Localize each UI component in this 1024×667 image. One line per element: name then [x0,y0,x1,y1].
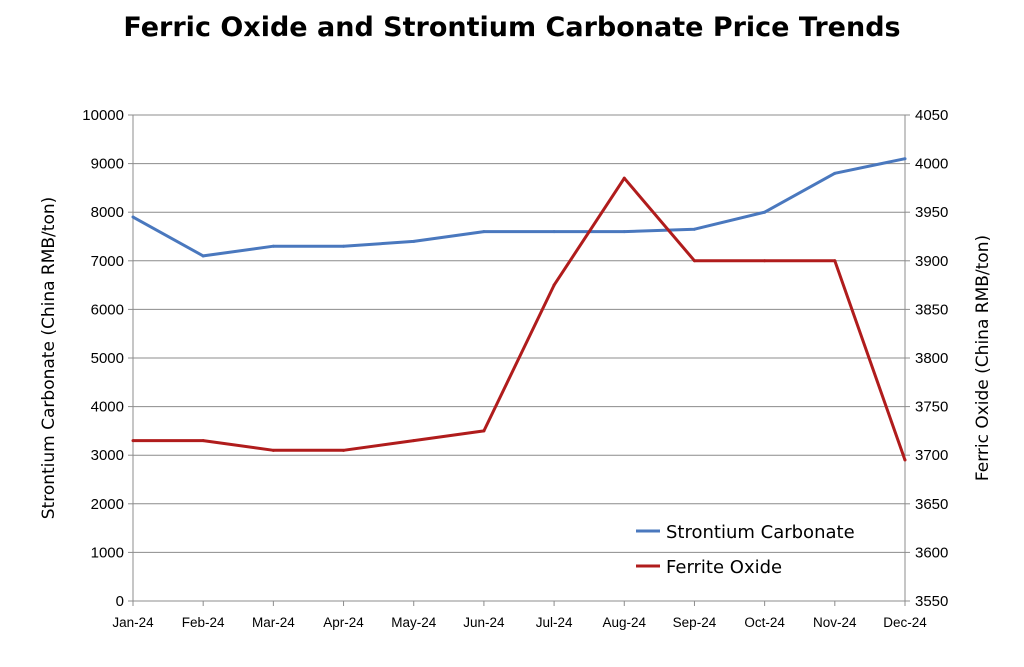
x-tick-label: Oct-24 [744,615,785,630]
data-point-ferrite-oxide [201,439,205,443]
x-tick-label: Nov-24 [813,615,857,630]
left-tick-label: 0 [116,593,124,610]
data-point-strontium-carbonate [131,215,135,219]
data-point-ferrite-oxide [271,448,275,452]
x-tick-label: Aug-24 [602,615,646,630]
right-tick-label: 3700 [915,447,948,464]
data-point-ferrite-oxide [692,259,696,263]
right-axis-ticks: 3550 3600 3650 3700 3750 3800 3850 3900 3950 4000… [905,107,948,610]
data-point-ferrite-oxide [552,283,556,287]
left-tick-label: 1000 [91,544,124,561]
data-point-ferrite-oxide [342,448,346,452]
right-tick-label: 3800 [915,350,948,367]
right-tick-label: 3850 [915,301,948,318]
left-axis-ticks: 0 1000 2000 3000 4000 5000 6000 7000 8000 9000 100… [82,107,133,610]
x-tick-label: Jun-24 [463,615,505,630]
legend-label-strontium-carbonate: Strontium Carbonate [666,522,855,543]
data-point-ferrite-oxide [131,439,135,443]
data-point-ferrite-oxide [833,259,837,263]
x-tick-label: Sep-24 [673,615,717,630]
data-point-strontium-carbonate [482,230,486,234]
right-tick-label: 3950 [915,204,948,221]
left-tick-label: 6000 [91,301,124,318]
data-point-strontium-carbonate [412,239,416,243]
data-point-ferrite-oxide [482,429,486,433]
data-point-ferrite-oxide [763,259,767,263]
data-point-strontium-carbonate [903,157,907,161]
right-tick-label: 3650 [915,496,948,513]
x-tick-label: Apr-24 [323,615,364,630]
data-point-ferrite-oxide [622,176,626,180]
right-axis-label: Ferric Oxide (China RMB/ton) [973,235,993,481]
left-tick-label: 8000 [91,204,124,221]
x-tick-label: Jul-24 [536,615,573,630]
right-tick-label: 3550 [915,593,948,610]
right-tick-label: 4050 [915,107,948,124]
legend-label-ferrite-oxide: Ferrite Oxide [666,557,782,578]
left-tick-label: 7000 [91,253,124,270]
series-layer [131,157,907,462]
left-tick-label: 5000 [91,350,124,367]
right-tick-label: 3750 [915,399,948,416]
x-tick-label: Mar-24 [252,615,295,630]
left-tick-label: 3000 [91,447,124,464]
right-tick-label: 4000 [915,156,948,173]
right-tick-label: 3600 [915,544,948,561]
chart-title: Ferric Oxide and Strontium Carbonate Pri… [123,12,901,43]
x-tick-label: Feb-24 [182,615,225,630]
data-point-strontium-carbonate [201,254,205,258]
left-axis-label: Strontium Carbonate (China RMB/ton) [39,197,59,520]
data-point-strontium-carbonate [692,227,696,231]
x-axis-ticks: Jan-24 Feb-24 Mar-24 Apr-24 May-24 Jun-24 Jul-… [112,601,927,630]
left-tick-label: 10000 [82,107,124,124]
series-line-ferrite-oxide [133,176,907,461]
data-point-strontium-carbonate [763,210,767,214]
left-tick-label: 9000 [91,156,124,173]
data-point-strontium-carbonate [552,230,556,234]
data-point-strontium-carbonate [833,171,837,175]
legend: Strontium Carbonate Ferrite Oxide [636,522,855,578]
series-line-strontium-carbonate [132,157,906,258]
x-tick-label: Dec-24 [883,615,927,630]
x-tick-label: May-24 [391,615,437,630]
data-point-strontium-carbonate [622,230,626,234]
gridlines [133,114,905,602]
data-point-ferrite-oxide [412,439,416,443]
left-tick-label: 2000 [91,496,124,513]
data-point-strontium-carbonate [342,244,346,248]
right-tick-label: 3900 [915,253,948,270]
data-point-ferrite-oxide [903,458,907,462]
data-point-strontium-carbonate [271,244,275,248]
x-tick-label: Jan-24 [112,615,154,630]
left-tick-label: 4000 [91,399,124,416]
